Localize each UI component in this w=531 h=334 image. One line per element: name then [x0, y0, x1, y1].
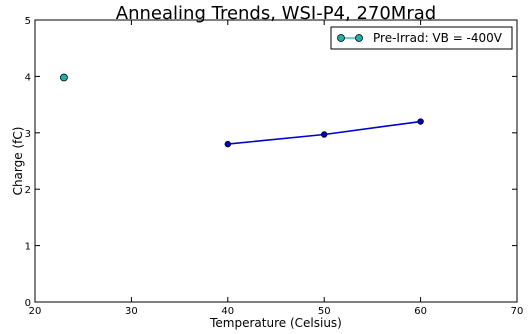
x-tick-label: 20	[29, 306, 42, 317]
data-point	[60, 73, 68, 82]
series-1	[224, 118, 424, 148]
y-tick-label: 3	[25, 129, 31, 140]
legend-marker	[337, 34, 345, 42]
plot-area-frame	[34, 19, 518, 303]
y-axis-ticks: 0 1 2 3 4 5	[25, 16, 517, 309]
x-tick-label: 50	[318, 306, 331, 317]
legend-box	[330, 26, 513, 50]
x-tick-label: 60	[414, 306, 427, 317]
y-tick-label: 2	[25, 185, 31, 196]
legend-label: Pre-Irrad: VB = -400V	[373, 31, 503, 45]
y-axis-label: Charge (fC)	[11, 127, 25, 196]
series-layer	[60, 73, 424, 148]
x-axis-label: Temperature (Celsius)	[209, 316, 342, 330]
x-axis-ticks: 20 30 40 50 60 70	[29, 20, 524, 317]
y-tick-label: 0	[25, 298, 31, 309]
series-0	[60, 73, 68, 82]
y-tick-label: 1	[25, 242, 31, 253]
legend: Pre-Irrad: VB = -400V	[330, 26, 513, 50]
data-point	[321, 131, 328, 138]
x-tick-label: 40	[221, 306, 234, 317]
x-tick-label: 70	[511, 306, 524, 317]
y-tick-label: 5	[25, 16, 31, 27]
data-point	[224, 140, 231, 148]
chart-title: Annealing Trends, WSI-P4, 270Mrad	[116, 3, 436, 24]
y-tick-label: 4	[25, 72, 31, 83]
legend-marker	[355, 34, 363, 42]
x-tick-label: 30	[125, 306, 138, 317]
data-point	[417, 118, 424, 125]
